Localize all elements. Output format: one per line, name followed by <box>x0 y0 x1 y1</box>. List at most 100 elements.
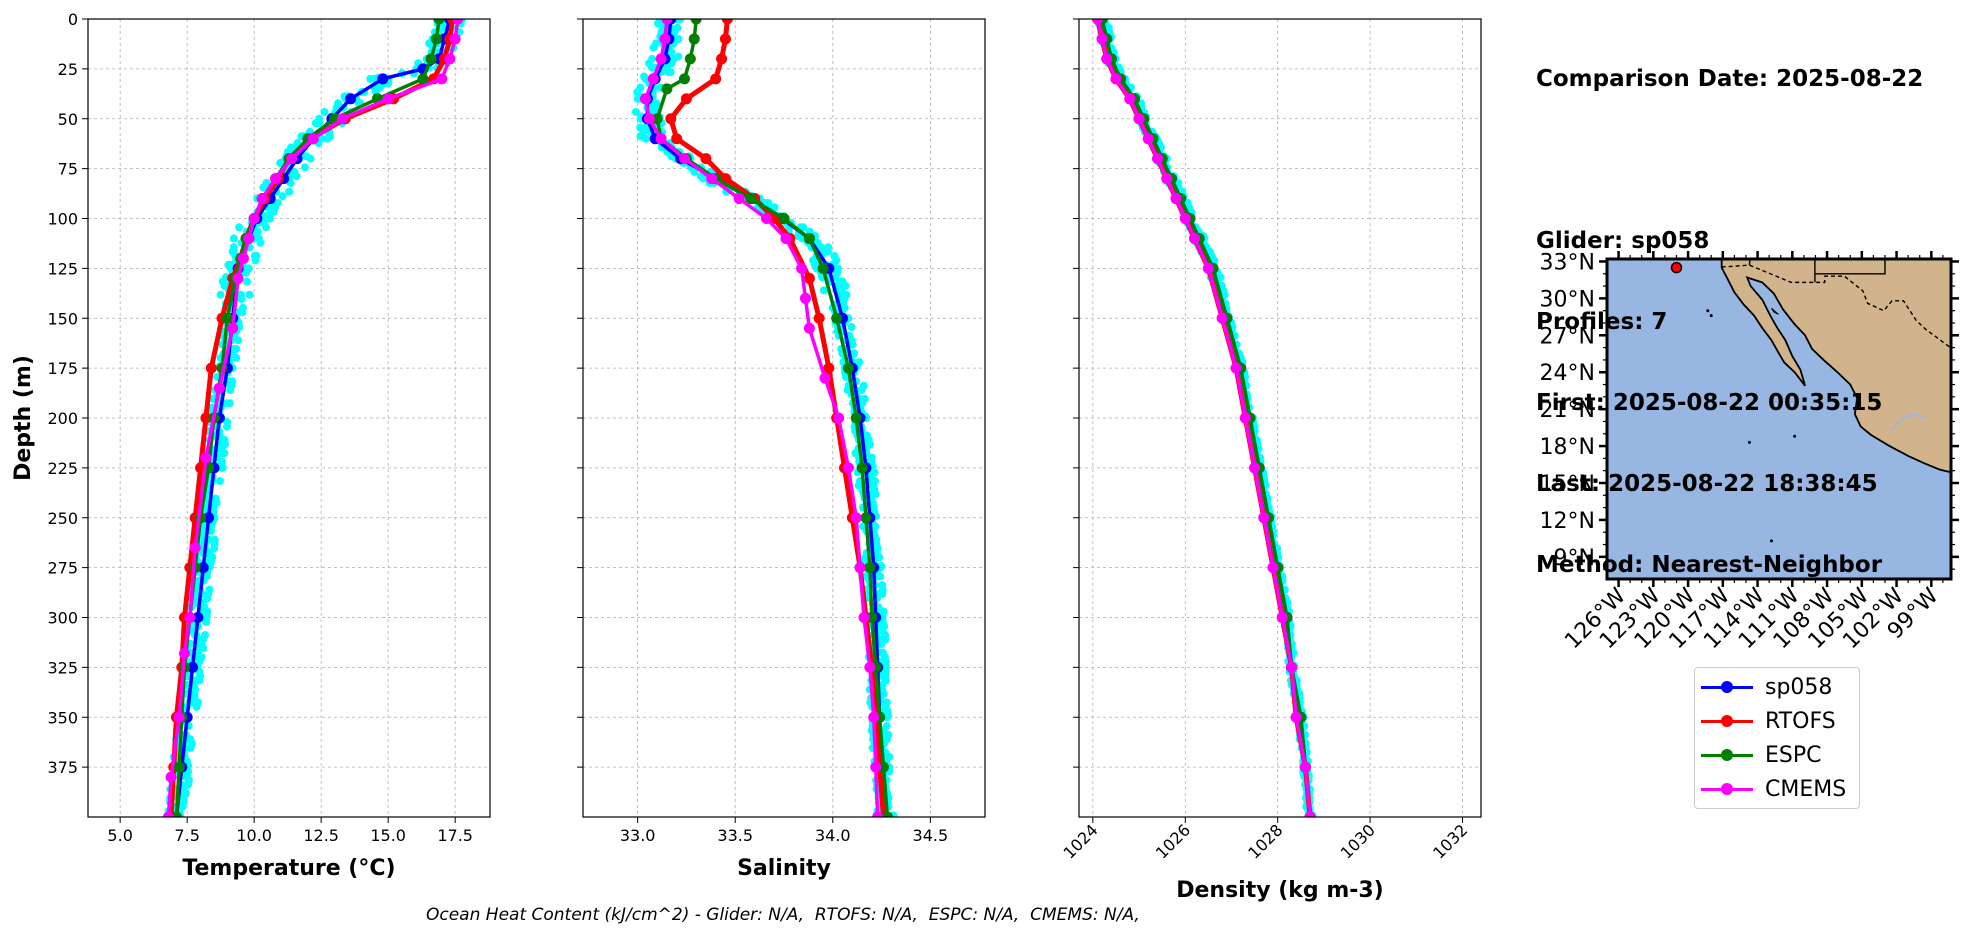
glider-profile-point <box>300 163 309 172</box>
series-point-cmems <box>1101 53 1113 65</box>
map-island <box>1747 440 1751 444</box>
glider-profile-point <box>306 154 315 163</box>
series-point-cmems <box>1258 512 1270 524</box>
x-tick-label: 1032 <box>1429 820 1471 862</box>
glider-profile-point <box>251 256 260 265</box>
plot-area <box>1091 19 1317 817</box>
series-point-cmems <box>1161 173 1173 185</box>
glider-profile-point <box>882 713 891 722</box>
x-tick-label: 34.5 <box>913 826 949 845</box>
x-tick-label: 1028 <box>1244 820 1286 862</box>
plot-area <box>631 19 898 817</box>
glider-profile-point <box>232 353 241 362</box>
glider-location-marker <box>1670 261 1683 274</box>
series-point-rtofs <box>700 153 712 165</box>
series-point-cmems <box>1124 93 1136 105</box>
legend-swatch-espc <box>1701 748 1753 762</box>
y-tick-label: 25 <box>58 60 78 79</box>
series-point-cmems <box>449 33 461 45</box>
series-point-cmems <box>237 252 249 264</box>
y-tick-label: 225 <box>47 459 78 478</box>
glider-profile-point <box>690 167 699 176</box>
series-point-rtofs <box>710 73 722 85</box>
series-point-cmems <box>1216 312 1228 324</box>
series-point-rtofs <box>671 133 683 145</box>
last-time: Last: 2025-08-22 18:38:45 <box>1536 471 1878 497</box>
series-point-cmems <box>200 452 212 464</box>
series-point-cmems <box>1299 761 1311 773</box>
y-tick-label: 75 <box>58 160 78 179</box>
series-point-cmems <box>1096 33 1108 45</box>
series-point-cmems <box>1133 113 1145 125</box>
series-point-cmems <box>850 512 862 524</box>
y-tick-label: 50 <box>58 110 78 129</box>
series-point-espc <box>430 33 442 45</box>
map-border <box>1721 264 1951 349</box>
x-tick-label: 1030 <box>1337 820 1379 862</box>
series-point-cmems <box>864 661 876 673</box>
series-point-espc <box>417 73 429 85</box>
series-point-cmems <box>1239 412 1251 424</box>
first-time: First: 2025-08-22 00:35:15 <box>1536 390 1883 416</box>
series-point-cmems <box>842 462 854 474</box>
y-tick-label: 200 <box>47 409 78 428</box>
series-point-rtofs <box>813 312 825 324</box>
series-point-cmems <box>184 612 196 623</box>
series-point-espc <box>688 33 700 45</box>
series-point-cmems <box>643 113 655 125</box>
y-tick-label: 250 <box>47 509 78 528</box>
series-point-cmems <box>436 73 448 85</box>
map-state-line <box>1748 259 1751 266</box>
series-point-cmems <box>248 213 260 224</box>
map-frame <box>1605 257 1953 581</box>
map-lat-label: 30°N <box>1540 287 1595 312</box>
series-point-cmems <box>858 612 870 623</box>
series-point-cmems <box>1230 362 1242 374</box>
series-point-cmems <box>639 93 651 105</box>
glider-profile-point <box>256 238 265 247</box>
series-point-espc <box>661 83 673 95</box>
map-island <box>1793 434 1797 438</box>
legend-label-espc: ESPC <box>1765 742 1822 768</box>
glider-profile-point <box>245 290 254 299</box>
legend-item-rtofs: RTOFS <box>1701 706 1836 736</box>
series-point-cmems <box>178 647 190 659</box>
series-point-cmems <box>1290 711 1302 723</box>
y-tick-label: 325 <box>47 658 78 677</box>
profile-count: Profiles: 7 <box>1536 309 1668 335</box>
glider-profile-point <box>186 743 195 752</box>
series-point-rtofs <box>719 33 731 45</box>
series-point-rtofs <box>803 272 815 284</box>
series-point-sp058 <box>187 661 199 673</box>
series-point-cmems <box>868 711 880 723</box>
series-point-cmems <box>243 232 255 244</box>
plot-area <box>162 19 467 817</box>
glider-profile-point <box>323 134 332 143</box>
glider-profile-point <box>879 607 888 616</box>
series-point-espc <box>856 462 868 474</box>
map-lat-label: 12°N <box>1540 509 1595 534</box>
x-tick-label: 12.5 <box>303 826 339 845</box>
map-lat-label: 18°N <box>1540 435 1595 460</box>
glider-profile-point <box>202 617 211 626</box>
series-point-cmems <box>819 372 831 384</box>
series-point-cmems <box>189 542 201 554</box>
map-lat-label: 33°N <box>1540 250 1595 275</box>
series-point-rtofs <box>205 362 217 374</box>
series-point-cmems <box>1304 811 1316 817</box>
y-tick-label: 300 <box>47 609 78 628</box>
profile-panel-1: 0 25 50 75 100 125 150 175 200 225 250 275 300 325 350… <box>11 10 491 881</box>
series-point-cmems <box>1276 612 1288 623</box>
series-point-cmems <box>780 232 792 244</box>
glider-profile-point <box>226 386 235 395</box>
x-axis-label: Temperature (°C) <box>182 856 395 881</box>
series-point-cmems <box>1249 462 1261 474</box>
series-point-cmems <box>854 562 866 574</box>
series-point-espc <box>678 73 690 85</box>
glider-profile-point <box>220 449 229 458</box>
series-point-cmems <box>799 292 811 304</box>
glider-profile-point <box>311 119 320 128</box>
series-point-cmems <box>655 133 667 145</box>
glider-profile-point <box>649 43 658 52</box>
glider-profile-point <box>218 463 227 472</box>
